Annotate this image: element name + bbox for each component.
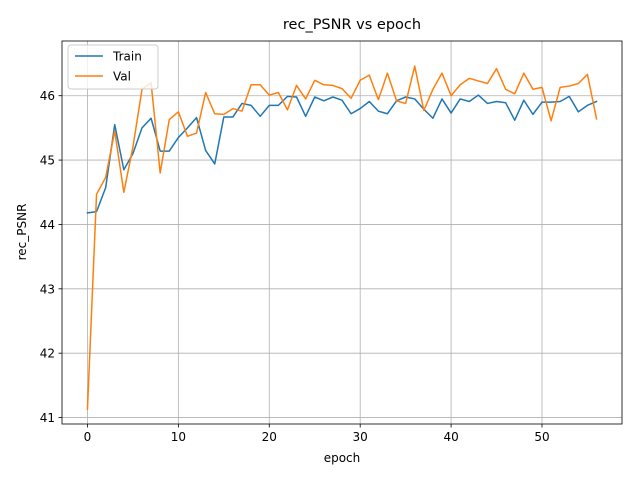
chart-title: rec_PSNR vs epoch bbox=[283, 17, 421, 33]
x-axis-label: epoch bbox=[324, 451, 361, 465]
x-tick-label: 10 bbox=[171, 430, 186, 444]
y-tick-label: 41 bbox=[40, 411, 55, 425]
x-tick-label: 30 bbox=[353, 430, 368, 444]
x-tick-label: 40 bbox=[443, 430, 458, 444]
axis-ticks: 0 10 20 30 40 50 41 42 43 44 45 46 bbox=[40, 89, 550, 444]
x-tick-label: 0 bbox=[84, 430, 92, 444]
y-tick-label: 43 bbox=[40, 282, 55, 296]
x-tick-label: 50 bbox=[534, 430, 549, 444]
x-tick-label: 20 bbox=[262, 430, 277, 444]
y-tick-label: 44 bbox=[40, 218, 55, 232]
y-tick-label: 45 bbox=[40, 154, 55, 168]
series-line-train bbox=[86, 94, 598, 214]
y-tick-label: 46 bbox=[40, 89, 55, 103]
legend: Train Val bbox=[67, 44, 159, 90]
plot-frame bbox=[61, 40, 623, 425]
series-lines bbox=[86, 65, 598, 410]
legend-label-train: Train bbox=[112, 50, 142, 64]
legend-label-val: Val bbox=[113, 70, 131, 84]
series-line-val bbox=[86, 65, 598, 410]
y-axis-label: rec_PSNR bbox=[15, 204, 29, 261]
y-tick-label: 42 bbox=[40, 347, 55, 361]
